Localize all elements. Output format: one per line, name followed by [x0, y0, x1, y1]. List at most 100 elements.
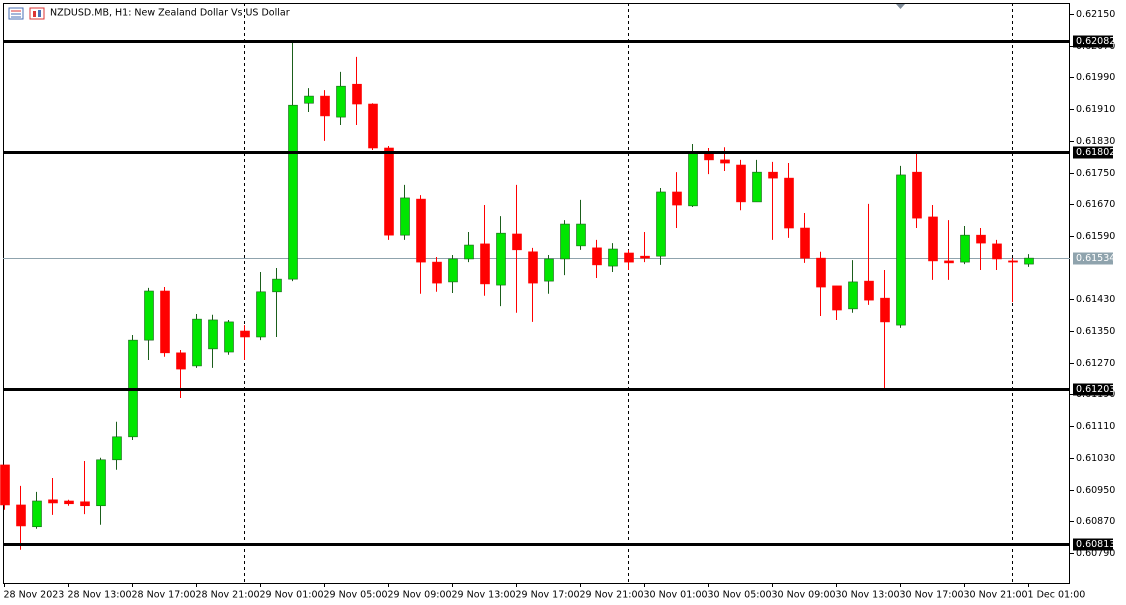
- candle-body: [944, 260, 954, 264]
- candle-body: [608, 248, 618, 267]
- y-tick-label: 0.61350: [1076, 326, 1115, 337]
- x-tick-label: 28 Nov 2023: [4, 590, 65, 601]
- chart-title: NZDUSD.MB, H1: New Zealand Dollar Vs US …: [50, 8, 290, 19]
- x-tick-label: 30 Nov 13:00: [836, 590, 900, 601]
- candle-body: [0, 464, 10, 506]
- x-tick-label: 1 Dec 01:00: [1028, 590, 1086, 601]
- candle-body: [656, 191, 666, 257]
- candle-body: [160, 290, 170, 354]
- candle-body: [928, 216, 938, 262]
- candle-body: [384, 147, 394, 236]
- candle-body: [80, 501, 90, 507]
- icon: [29, 7, 45, 20]
- candle-body: [144, 290, 154, 341]
- candle-body: [640, 255, 650, 259]
- candle-body: [352, 83, 362, 105]
- candle-body: [496, 232, 506, 286]
- candle-body: [368, 103, 378, 149]
- x-tick-label: 29 Nov 21:00: [580, 590, 644, 601]
- candle-body: [688, 152, 698, 207]
- y-tick-label: 0.61430: [1076, 294, 1115, 305]
- level-label-bg: [1073, 383, 1113, 396]
- candle-body: [880, 297, 890, 323]
- x-tick-label: 28 Nov 13:00: [68, 590, 132, 601]
- candle-body: [976, 234, 986, 244]
- candle-body: [672, 191, 682, 206]
- y-tick-label: 0.61670: [1076, 199, 1115, 210]
- x-tick-label: 30 Nov 17:00: [900, 590, 964, 601]
- candle-body: [448, 258, 458, 283]
- candle-body: [480, 243, 490, 285]
- candle-body: [512, 233, 522, 251]
- y-tick-label: 0.61270: [1076, 358, 1115, 369]
- candle-body: [304, 95, 314, 104]
- level-label-bg: [1073, 538, 1113, 551]
- candle-body: [528, 251, 538, 284]
- candle-body: [912, 171, 922, 219]
- x-tick-label: 30 Nov 09:00: [772, 590, 836, 601]
- candle-body: [400, 197, 410, 236]
- candle-body: [64, 500, 74, 505]
- candle-body: [816, 257, 826, 288]
- x-tick-label: 29 Nov 17:00: [516, 590, 580, 601]
- candle-body: [736, 164, 746, 203]
- candle-body: [704, 152, 714, 161]
- y-tick-label: 0.61110: [1076, 421, 1115, 432]
- plot-border: [3, 3, 1070, 584]
- y-tick-label: 0.62150: [1076, 9, 1115, 20]
- candle-body: [48, 499, 58, 504]
- x-tick-label: 29 Nov 09:00: [388, 590, 452, 601]
- y-tick-label: 0.61030: [1076, 453, 1115, 464]
- candle-body: [416, 198, 426, 263]
- shift-marker: [896, 4, 905, 9]
- level-label-bg: [1073, 146, 1113, 159]
- candle-body: [800, 227, 810, 259]
- candle-body: [336, 85, 346, 118]
- level-label: 0.61802: [1076, 147, 1115, 158]
- candle-body: [32, 500, 42, 528]
- candle-body: [16, 504, 26, 527]
- candle-body: [224, 321, 234, 353]
- candle-body: [960, 234, 970, 263]
- candle-body: [784, 177, 794, 229]
- candle-body: [752, 171, 762, 203]
- current-price-label: 0.61534: [1076, 253, 1115, 264]
- x-tick-label: 29 Nov 13:00: [452, 590, 516, 601]
- y-tick-label: 0.61750: [1076, 168, 1115, 179]
- x-tick-label: 30 Nov 21:00: [964, 590, 1028, 601]
- candle-body: [592, 247, 602, 266]
- candle-body: [992, 243, 1002, 260]
- candle-body: [1024, 257, 1034, 265]
- x-tick-label: 30 Nov 01:00: [644, 590, 708, 601]
- icon-bar: [33, 11, 36, 17]
- y-tick-label: 0.61990: [1076, 72, 1115, 83]
- candle-body: [624, 252, 634, 263]
- candle-body: [768, 171, 778, 179]
- y-tick-label: 0.61910: [1076, 104, 1115, 115]
- candle-body: [272, 278, 282, 293]
- candle-body: [832, 285, 842, 311]
- toolbar-icons: [8, 7, 45, 20]
- candle-body: [96, 459, 106, 507]
- y-tick-label: 0.60950: [1076, 485, 1115, 496]
- candle-body: [464, 244, 474, 260]
- icon-bar: [38, 10, 41, 17]
- candle-body: [256, 291, 266, 338]
- candle-body: [864, 280, 874, 301]
- y-tick-label: 0.60870: [1076, 516, 1115, 527]
- candle-body: [192, 318, 202, 367]
- y-tick-label: 0.61830: [1076, 136, 1115, 147]
- candle-body: [240, 330, 250, 338]
- candle-body: [560, 223, 570, 260]
- candle-body: [576, 223, 586, 247]
- level-label: 0.61203: [1076, 384, 1115, 395]
- level-label: 0.62082: [1076, 36, 1115, 47]
- x-tick-label: 28 Nov 17:00: [132, 590, 196, 601]
- candle-body: [176, 352, 186, 370]
- x-tick-label: 30 Nov 05:00: [708, 590, 772, 601]
- candle-body: [112, 436, 122, 461]
- candle-body: [720, 159, 730, 164]
- candle-body: [320, 95, 330, 117]
